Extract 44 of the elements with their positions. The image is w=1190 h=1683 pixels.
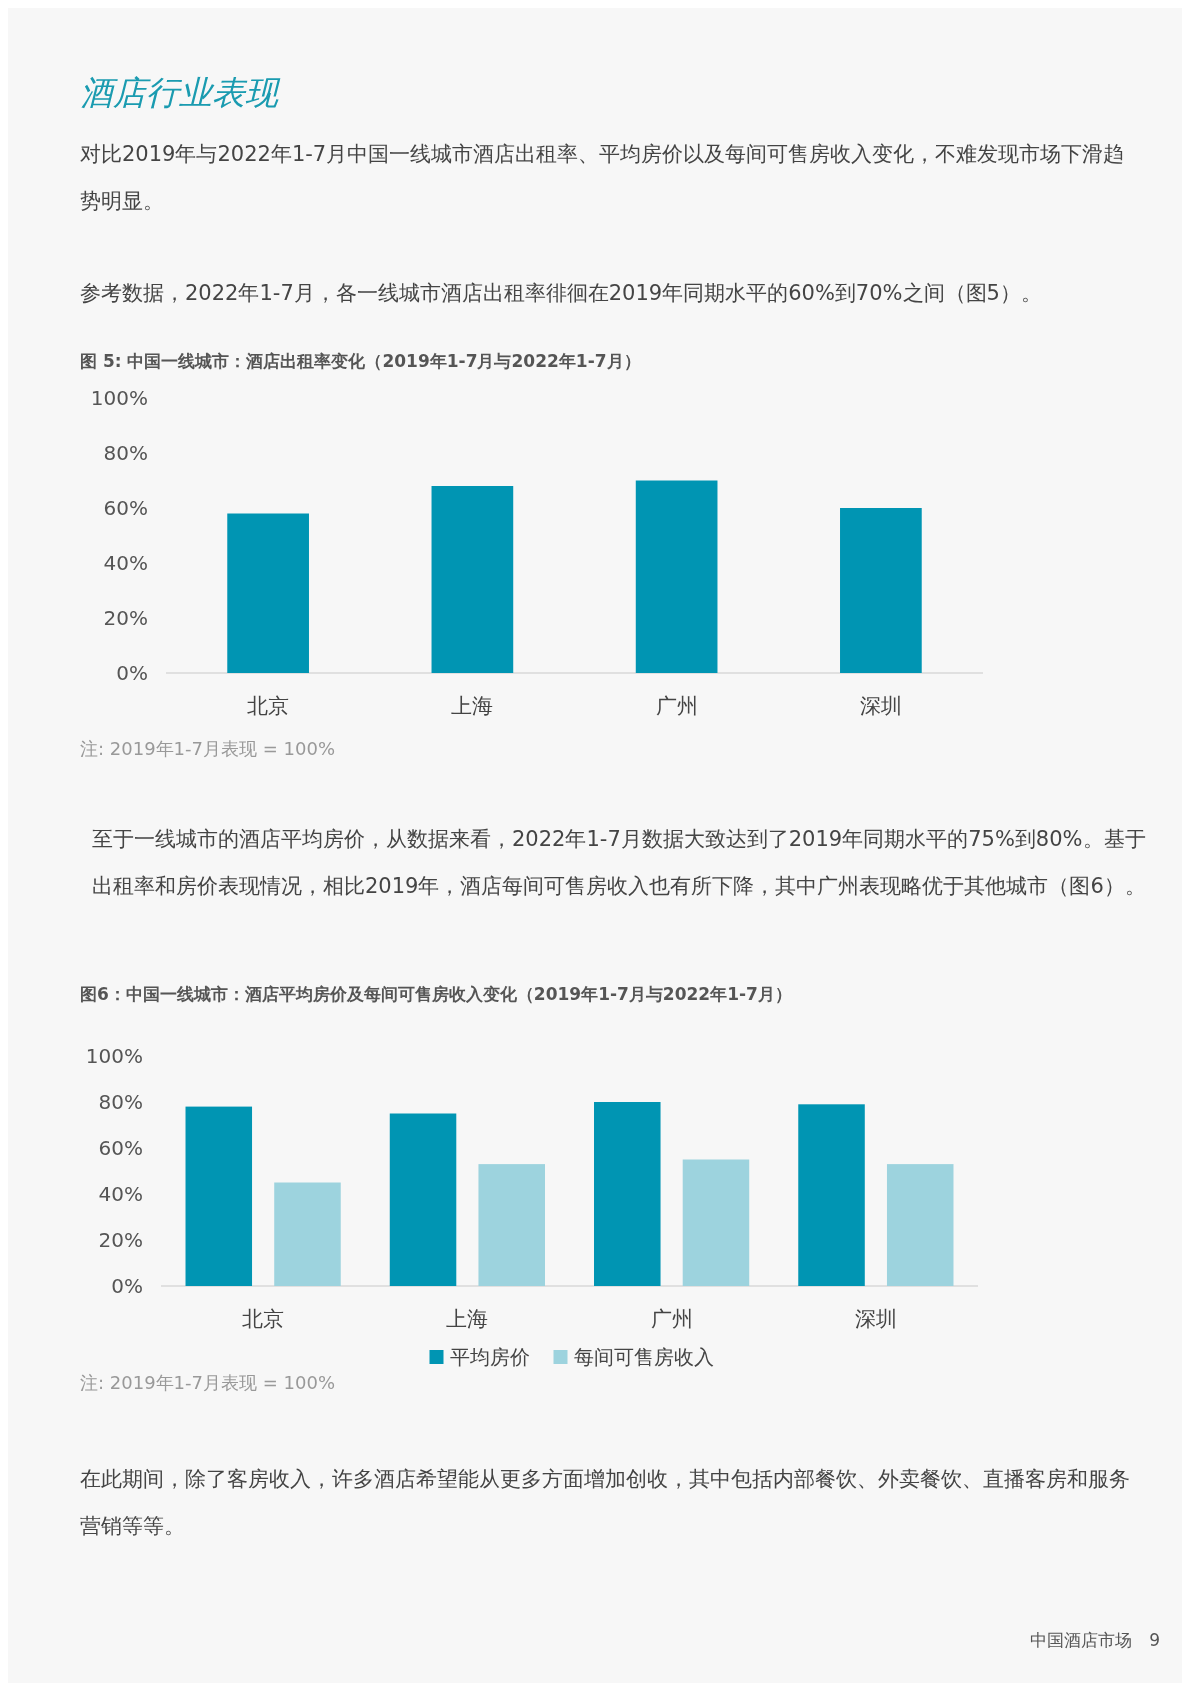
x-tick-label: 上海 [451,694,494,718]
legend-label: 平均房价 [449,1345,530,1369]
text: 对比2019年与2022年1-7月中国一线城市酒店出租率、平均房价以及每间可售房收入变化，不难发现市场下滑趋势明显。 [80,142,1125,213]
text: 注: 2019年1-7月表现 = 100% [80,738,335,759]
x-tick-label: 北京 [242,1307,285,1331]
y-tick-label: 80% [103,441,148,465]
x-tick-label: 上海 [446,1307,489,1331]
bar [227,513,309,673]
y-tick-label: 40% [103,551,148,575]
x-tick-label: 北京 [247,694,290,718]
bar [274,1182,341,1286]
chart-title: 图 5: 中国一线城市：酒店出租率变化（2019年1-7月与2022年1-7月） [80,351,641,371]
y-tick-label: 100% [85,1044,143,1068]
x-tick-label: 深圳 [859,694,902,718]
y-tick-label: 100% [90,386,148,410]
bar [478,1164,545,1286]
bar [886,1164,954,1286]
y-tick-label: 80% [98,1090,143,1114]
y-tick-label: 0% [111,1274,143,1298]
y-tick-label: 60% [98,1136,143,1160]
text: 至于一线城市的酒店平均房价，从数据来看，2022年1-7月数据大致达到了2019年同期水平的75%到80%。基于出租率和房价表现情况，相比2019年，酒店每间可售房收入也有所下降，其中广州表现略优于其他城市（图6）。 [92,827,1146,898]
x-tick-label: 广州 [650,1307,693,1331]
chart-title: 图6：中国一线城市：酒店平均房价及每间可售房收入变化（2019年1-7月与2022年1-7月） [80,984,792,1004]
y-tick-label: 20% [103,606,148,630]
text: 中国酒店市场 9 [1030,1630,1160,1650]
bar [594,1102,661,1286]
text: 在此期间，除了客房收入，许多酒店希望能从更多方面增加创收，其中包括内部餐饮、外卖餐饮、直播客房和服务营销等等。 [80,1467,1130,1538]
bar [635,480,718,673]
y-tick-label: 0% [116,661,148,685]
x-tick-label: 广州 [655,694,698,718]
x-tick-label: 深圳 [854,1307,897,1331]
bar [389,1113,457,1286]
bar [840,508,922,673]
y-tick-label: 60% [103,496,148,520]
legend-label: 每间可售房收入 [573,1345,714,1369]
bar [185,1106,253,1286]
bar [798,1104,865,1286]
text: 参考数据，2022年1-7月，各一线城市酒店出租率徘徊在2019年同期水平的60%到70%之间（图5）。 [80,281,1042,305]
bar [431,486,514,673]
y-tick-label: 20% [98,1228,143,1252]
bar [682,1159,750,1286]
y-tick-label: 40% [98,1182,143,1206]
text: 注: 2019年1-7月表现 = 100% [80,1372,335,1393]
text: 酒店行业表现 [80,73,281,112]
